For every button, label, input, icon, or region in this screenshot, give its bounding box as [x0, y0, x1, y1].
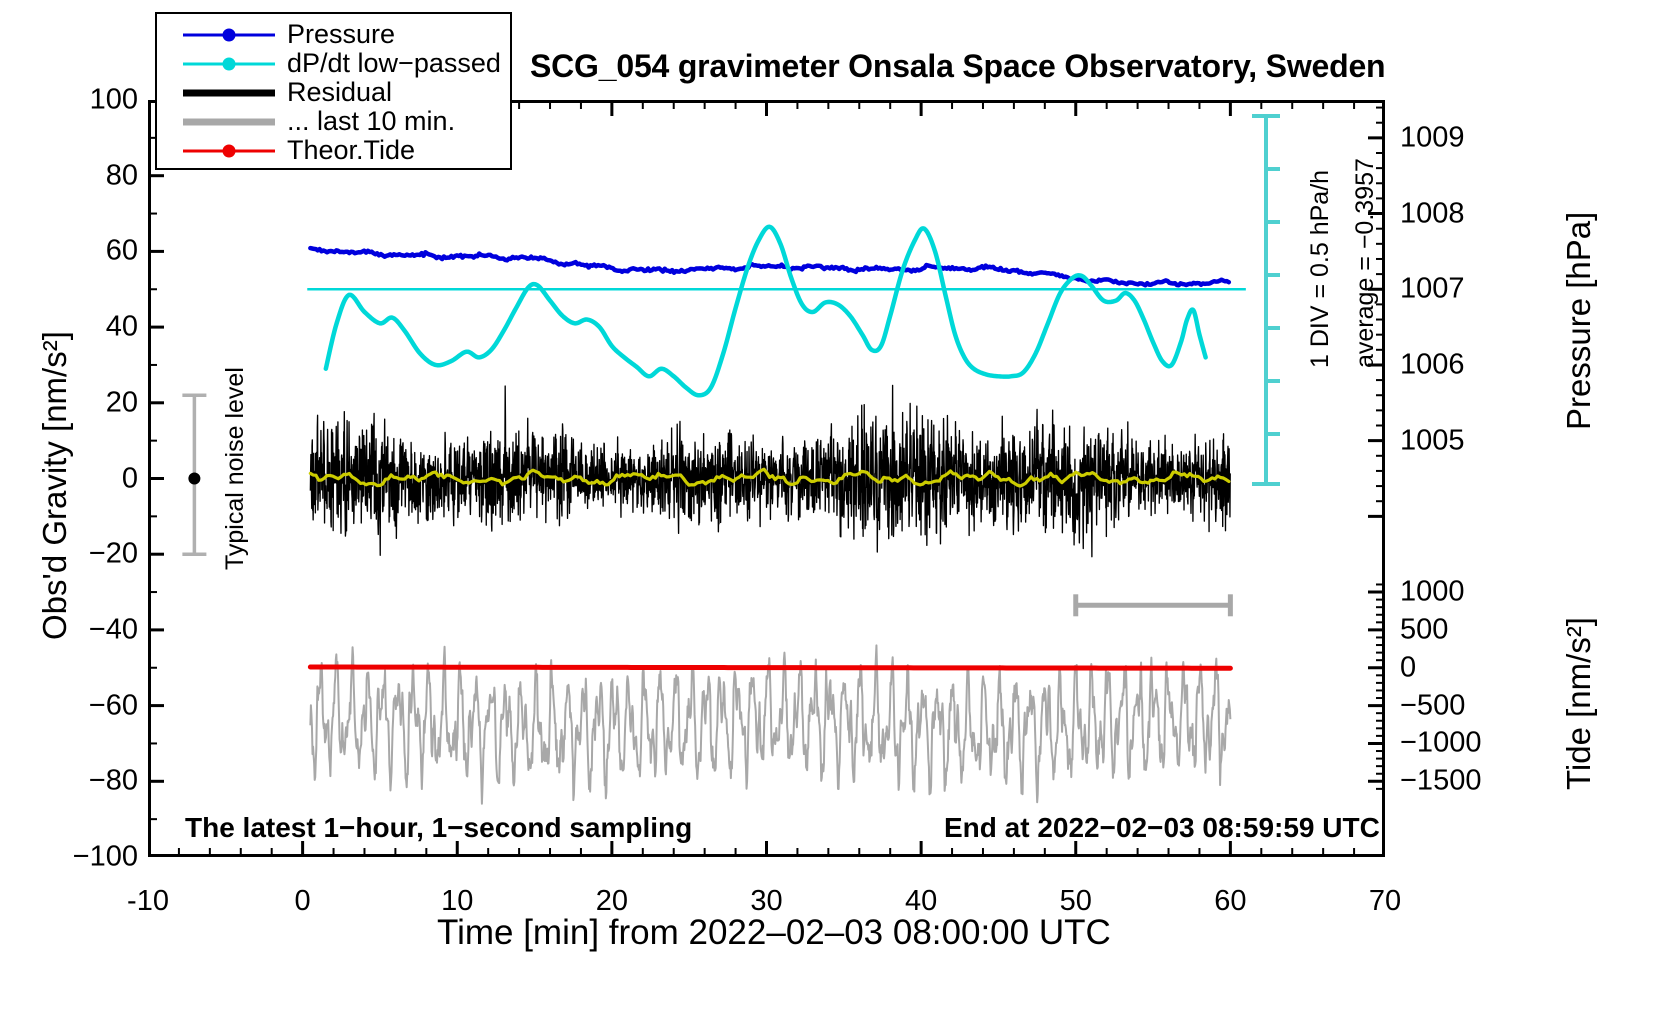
x-tick-label: 60 — [1214, 885, 1247, 917]
legend: Pressure dP/dt low−passed Residual ... l… — [155, 12, 512, 170]
legend-swatch-tide — [183, 140, 275, 162]
legend-swatch-pressure — [183, 24, 275, 46]
y-axis-left-ticks: 100 80 60 40 20 0 −20 −40 −60 −80 −100 — [0, 0, 138, 1020]
x-tick-label: 0 — [294, 885, 311, 917]
tide-tick-label: −500 — [1400, 689, 1466, 722]
tide-tick-label: −1500 — [1400, 764, 1482, 797]
y-axis-right-tide-title: Tide [nm/s²] — [1560, 617, 1597, 790]
legend-marker — [222, 57, 236, 70]
legend-swatch-dpdt — [183, 53, 275, 75]
y-axis-left-title: Obs'd Gravity [nm/s²] — [36, 331, 73, 640]
x-tick-label: -10 — [127, 885, 169, 917]
x-tick-label: 30 — [750, 885, 783, 917]
legend-item[interactable]: ... last 10 min. — [157, 107, 510, 136]
y-axis-right-pressure-title: Pressure [hPa] — [1560, 211, 1597, 430]
y-tick-label: −80 — [88, 764, 138, 797]
x-axis-ticks: -10 0 10 20 30 40 50 60 70 — [0, 885, 1660, 930]
plot-canvas — [148, 100, 1385, 857]
x-tick-label: 10 — [441, 885, 474, 917]
pressure-tick-label: 1005 — [1400, 424, 1465, 457]
y-axis-right-pressure-ticks: 1009 1008 1007 1006 1005 — [1400, 0, 1520, 1020]
y-tick-label: −100 — [72, 840, 138, 873]
plot-annotations — [182, 393, 1233, 617]
noise-level-marker — [188, 472, 201, 485]
legend-marker — [222, 28, 236, 41]
note-end-time: End at 2022−02−03 08:59:59 UTC — [944, 812, 1380, 843]
pressure-tick-label: 1006 — [1400, 348, 1465, 381]
legend-item[interactable]: dP/dt low−passed — [157, 49, 510, 78]
x-tick-label: 40 — [904, 885, 938, 917]
legend-label-last10: ... last 10 min. — [287, 106, 456, 136]
pressure-tick-label: 1008 — [1400, 197, 1465, 230]
y-axis-right-tide-ticks: 1000 500 0 −500 −1000 −1500 — [1400, 0, 1530, 1020]
y-tick-label: 20 — [105, 386, 138, 419]
legend-line — [183, 118, 275, 125]
note-sampling: The latest 1−hour, 1−second sampling — [185, 812, 693, 843]
y-tick-label: 60 — [105, 234, 138, 267]
legend-swatch-residual — [183, 82, 275, 104]
legend-line — [183, 89, 275, 96]
data-traces — [307, 224, 1246, 805]
y-tick-label: 0 — [121, 462, 138, 494]
y-tick-label: −40 — [88, 613, 138, 646]
legend-item[interactable]: Residual — [157, 78, 510, 107]
y-tick-label: 100 — [89, 83, 138, 116]
legend-marker — [222, 144, 236, 157]
y-tick-label: −20 — [88, 537, 138, 570]
tide-tick-label: 500 — [1400, 613, 1449, 646]
x-axis-title: Time [min] from 2022–02–03 08:00:00 UTC — [437, 913, 1111, 952]
y-tick-label: 80 — [105, 159, 138, 192]
pressure-tick-label: 1007 — [1400, 272, 1465, 305]
axis-ticks — [148, 100, 1385, 857]
tide-tick-label: −1000 — [1400, 726, 1482, 759]
legend-label-tide: Theor.Tide — [287, 135, 416, 165]
note-average: average = −0.3957 — [1351, 158, 1379, 368]
y-tick-label: 40 — [105, 310, 138, 343]
legend-item[interactable]: Theor.Tide — [157, 136, 510, 165]
legend-item[interactable]: Pressure — [157, 20, 510, 49]
page-title: SCG_054 gravimeter Onsala Space Observat… — [530, 48, 1386, 84]
x-tick-label: 20 — [595, 885, 629, 917]
x-tick-label: 70 — [1368, 885, 1402, 917]
legend-swatch-last10 — [183, 111, 275, 133]
tide-tick-label: 0 — [1400, 651, 1417, 684]
note-noise-level: Typical noise level — [221, 367, 249, 570]
tide-tick-label: 1000 — [1400, 575, 1465, 608]
x-tick-label: 50 — [1059, 885, 1092, 917]
pressure-tick-label: 1009 — [1400, 121, 1465, 154]
note-div-scale: 1 DIV = 0.5 hPa/h — [1306, 169, 1334, 368]
dpdt-scale-bar — [1252, 114, 1280, 486]
legend-label-pressure: Pressure — [287, 19, 396, 49]
legend-label-residual: Residual — [287, 77, 393, 107]
legend-label-dpdt: dP/dt low−passed — [287, 48, 501, 78]
y-tick-label: −60 — [88, 689, 138, 722]
